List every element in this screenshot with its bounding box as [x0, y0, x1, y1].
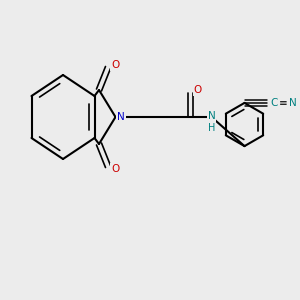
Text: O: O	[111, 59, 120, 70]
Text: O: O	[111, 164, 120, 175]
Text: H: H	[208, 123, 215, 134]
Text: O: O	[194, 85, 202, 95]
Text: N: N	[117, 112, 125, 122]
Text: ≡: ≡	[279, 98, 288, 108]
Text: N: N	[208, 110, 215, 121]
Text: N: N	[289, 98, 296, 108]
Text: C: C	[270, 98, 277, 108]
